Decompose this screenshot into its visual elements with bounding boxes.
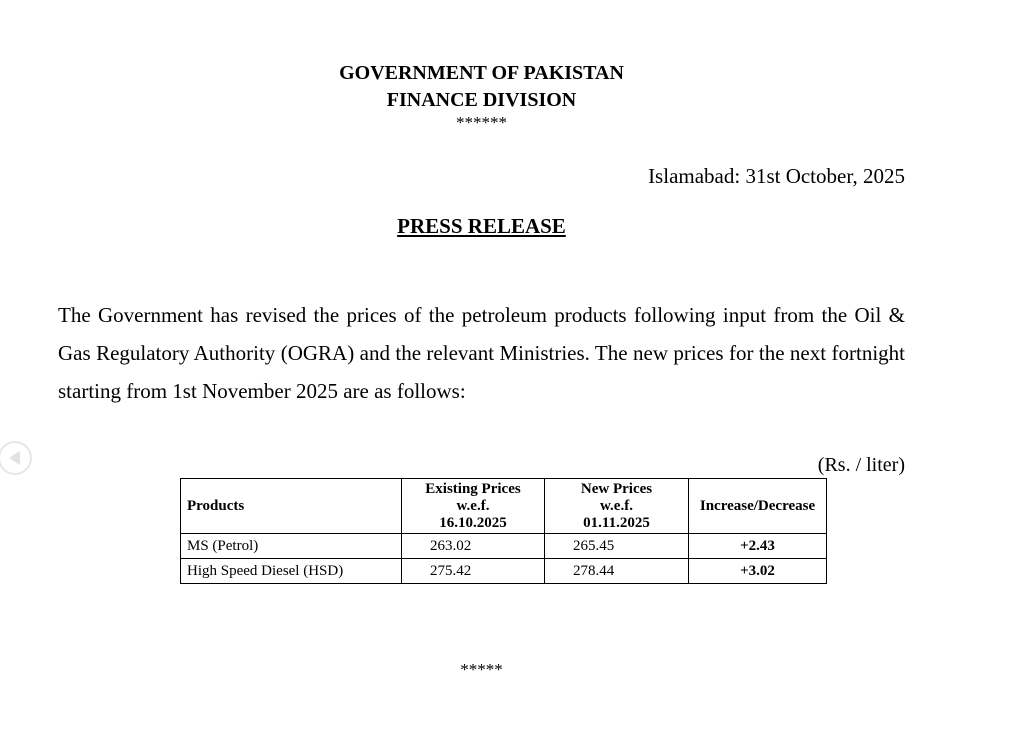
title-text: PRESS RELEASE	[397, 214, 566, 238]
header-change: Increase/Decrease	[688, 478, 827, 534]
date-line: Islamabad: 31st October, 2025	[648, 164, 905, 188]
cell-new: 278.44	[544, 558, 689, 584]
header-new: New Prices w.e.f. 01.11.2025	[544, 478, 689, 534]
cell-product: MS (Petrol)	[180, 533, 402, 559]
table-row: MS (Petrol) 263.02 265.45 +2.43	[180, 533, 827, 559]
table-row: High Speed Diesel (HSD) 275.42 278.44 +3…	[180, 558, 827, 584]
header-separator: ******	[456, 113, 507, 132]
cell-existing: 263.02	[401, 533, 545, 559]
header-products: Products	[180, 478, 402, 534]
body-paragraph: The Government has revised the prices of…	[58, 303, 905, 403]
footer-separator: *****	[460, 660, 503, 679]
government-heading: GOVERNMENT OF PAKISTAN	[339, 62, 624, 84]
cell-existing: 275.42	[401, 558, 545, 584]
header-existing: Existing Prices w.e.f. 16.10.2025	[401, 478, 545, 534]
header-new-l3: 01.11.2025	[583, 514, 650, 531]
header-existing-l1: Existing Prices	[425, 480, 521, 497]
header-existing-l3: 16.10.2025	[439, 514, 507, 531]
cell-change: +2.43	[688, 533, 827, 559]
price-table: Products Existing Prices w.e.f. 16.10.2025…	[180, 478, 827, 584]
previous-page-button[interactable]	[0, 441, 32, 475]
cell-product: High Speed Diesel (HSD)	[180, 558, 402, 584]
document-title: PRESS RELEASE	[0, 214, 963, 239]
header-new-l1: New Prices	[580, 480, 653, 497]
unit-label: (Rs. / liter)	[817, 454, 905, 476]
cell-change: +3.02	[688, 558, 827, 584]
cell-new: 265.45	[544, 533, 689, 559]
header-existing-l2: w.e.f.	[456, 497, 490, 514]
division-heading: FINANCE DIVISION	[386, 89, 577, 111]
table-header-row: Products Existing Prices w.e.f. 16.10.2025…	[180, 478, 827, 534]
header-new-l2: w.e.f.	[600, 497, 633, 514]
